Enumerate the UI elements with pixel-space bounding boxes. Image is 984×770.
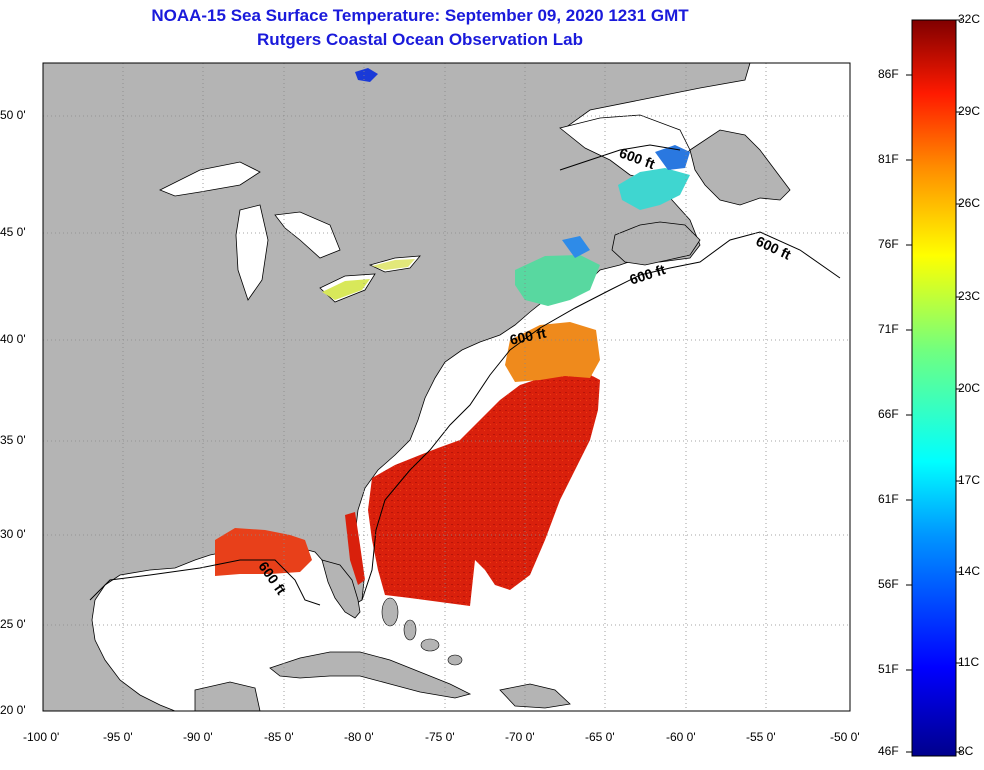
sst-cool-maine: [515, 255, 600, 306]
latitude-tick-label: 45 0': [0, 225, 26, 239]
longitude-tick-label: -60 0': [666, 730, 696, 744]
longitude-tick-label: -75 0': [425, 730, 455, 744]
map-title: NOAA-15 Sea Surface Temperature: Septemb…: [151, 6, 689, 25]
longitude-tick-label: -85 0': [264, 730, 294, 744]
colorbar-f-label: 56F: [878, 577, 899, 591]
land-hispaniola: [499, 683, 571, 709]
longitude-tick-label: -95 0': [103, 730, 133, 744]
colorbar-c-label: 20C: [958, 381, 981, 395]
longitude-tick-label: -80 0': [344, 730, 374, 744]
sst-lake-erie: [322, 279, 370, 300]
colorbar-f-label: 71F: [878, 322, 899, 336]
sst-lake-ontario: [372, 259, 415, 270]
colorbar-f-label: 46F: [878, 744, 899, 758]
colorbar-f-label: 66F: [878, 407, 899, 421]
colorbar-f-label: 86F: [878, 67, 899, 81]
sst-florida-strip: [345, 512, 365, 585]
colorbar-c-label: 17C: [958, 473, 981, 487]
land-newfoundland: [689, 129, 791, 206]
land-nova-scotia: [611, 221, 701, 266]
latitude-tick-label: 30 0': [0, 527, 26, 541]
longitude-tick-label: -65 0': [585, 730, 615, 744]
colorbar-f-label: 81F: [878, 152, 899, 166]
colorbar-f-label: 61F: [878, 492, 899, 506]
latitude-tick-label: 35 0': [0, 433, 26, 447]
colorbar-c-label: 14C: [958, 564, 981, 578]
colorbar-c-label: 11C: [958, 655, 980, 669]
sst-mid-region: [505, 322, 600, 382]
latitude-tick-label: 40 0': [0, 332, 26, 346]
colorbar-f-label: 76F: [878, 237, 899, 251]
isobath-600ft-gulf: [89, 559, 321, 606]
sst-blue-maine: [562, 236, 590, 258]
colorbar-c-label: 32C: [958, 12, 981, 26]
colorbar-c-label: 23C: [958, 289, 981, 303]
graticule: [43, 63, 850, 711]
sst-cool-stlawrence: [618, 168, 690, 210]
colorbar: [911, 19, 957, 757]
latitude-tick-label: 20 0': [0, 703, 26, 717]
longitude-tick-label: -100 0': [23, 730, 60, 744]
colorbar-f-label: 51F: [878, 662, 899, 676]
latitude-tick-label: 25 0': [0, 617, 26, 631]
isobath-600ft-stlawrence: [559, 144, 681, 171]
land-florida: [321, 559, 361, 619]
land-cuba: [269, 651, 472, 699]
longitude-tick-label: -70 0': [505, 730, 535, 744]
land-yucatan: [194, 681, 261, 712]
colorbar-c-label: 26C: [958, 196, 981, 210]
sst-blue-stlawrence: [655, 145, 690, 170]
sst-gulf-region: [215, 528, 312, 576]
colorbar-c-label: 29C: [958, 104, 981, 118]
latitude-tick-label: 50 0': [0, 108, 26, 122]
colorbar-ticks: [906, 19, 962, 753]
colorbar-c-label: 8C: [958, 744, 974, 758]
map-subtitle: Rutgers Coastal Ocean Observation Lab: [257, 30, 583, 49]
sst-lake-blue: [355, 68, 378, 82]
longitude-tick-label: -55 0': [746, 730, 776, 744]
longitude-tick-label: -90 0': [183, 730, 213, 744]
longitude-tick-label: -50 0': [830, 730, 860, 744]
map-frame: [42, 62, 851, 712]
sst-warm-region: [368, 372, 600, 606]
